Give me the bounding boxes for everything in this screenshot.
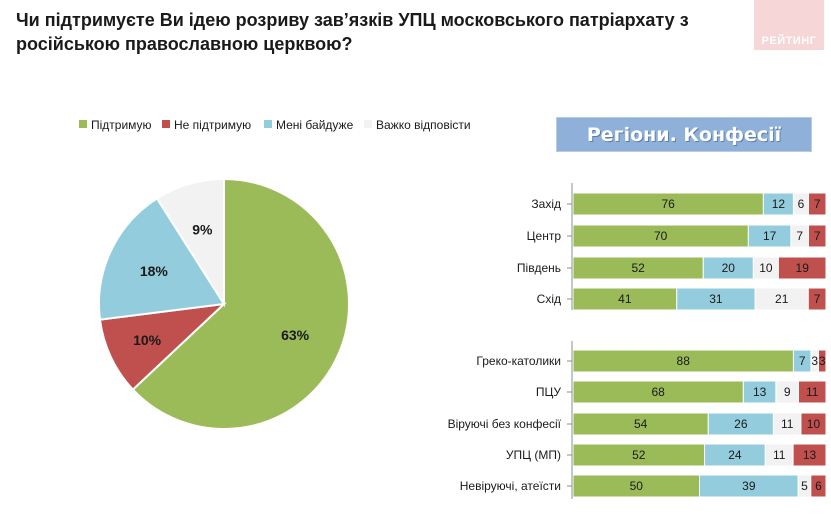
bar-segment <box>777 256 827 280</box>
pie-data-label: 10% <box>133 332 162 348</box>
bar-data-label: 52 <box>631 261 645 275</box>
pie-data-label: 63% <box>281 327 310 343</box>
pie-data-label: 9% <box>192 222 213 238</box>
bar-data-label: 3 <box>811 354 818 368</box>
legend-label: Не підтримую <box>174 118 251 132</box>
bar-data-label: 3 <box>819 354 826 368</box>
bar-category-label: Схід <box>537 292 561 306</box>
bar-category-label: УПЦ (МП) <box>506 448 561 462</box>
bar-data-label: 5 <box>801 479 808 493</box>
bar-category-label: Невіруючі, атеїсти <box>460 479 561 493</box>
bar-data-label: 68 <box>651 385 665 399</box>
bar-category-label: Захід <box>531 197 561 211</box>
bar-category-label: Віруючі без конфесії <box>448 417 562 431</box>
bar-data-label: 9 <box>784 385 791 399</box>
bar-data-label: 10 <box>759 261 773 275</box>
bar-data-label: 19 <box>796 261 810 275</box>
pie-slice <box>131 177 350 430</box>
section-header: Регіони. Конфесії <box>556 117 812 152</box>
bar-data-label: 10 <box>807 417 821 431</box>
brand-logo: РЕЙТИНГ <box>754 0 824 50</box>
legend-swatch <box>79 120 87 128</box>
bar-category-label: Центр <box>527 229 562 243</box>
bar-data-label: 26 <box>734 417 748 431</box>
bar-data-label: 70 <box>654 229 668 243</box>
bar-data-label: 13 <box>753 385 767 399</box>
bar-data-label: 76 <box>662 197 676 211</box>
legend-swatch <box>364 120 372 128</box>
pie-slice <box>98 302 227 391</box>
legend-label: Підтримую <box>91 118 152 132</box>
bar-data-label: 6 <box>815 479 822 493</box>
page-title: Чи підтримуєте Ви ідею розриву зав’язків… <box>16 10 689 54</box>
legend-swatch <box>264 120 272 128</box>
legend-label: Мені байдуже <box>276 118 354 132</box>
bar-segment <box>817 349 827 373</box>
bar-data-label: 11 <box>773 448 786 462</box>
bar-data-label: 20 <box>722 261 736 275</box>
bar-data-label: 6 <box>798 197 805 211</box>
bar-category-label: ПЦУ <box>536 385 562 399</box>
bar-data-label: 88 <box>677 354 691 368</box>
bar-data-label: 54 <box>634 417 648 431</box>
bar-segment <box>807 224 827 248</box>
legend-label: Важко відповісти <box>376 118 471 132</box>
bar-segment <box>807 192 827 216</box>
pie-data-label: 18% <box>140 263 169 279</box>
bar-segment <box>810 474 827 498</box>
bar-data-label: 17 <box>763 229 777 243</box>
bar-data-label: 52 <box>632 448 646 462</box>
pie-slice <box>98 197 226 321</box>
bar-data-label: 7 <box>814 229 821 243</box>
bar-data-label: 24 <box>728 448 742 462</box>
bar-category-label: Греко-католики <box>476 354 561 368</box>
bar-data-label: 7 <box>799 354 806 368</box>
bar-data-label: 50 <box>630 479 644 493</box>
bar-data-label: 39 <box>742 479 756 493</box>
bar-segment <box>807 287 827 311</box>
bar-segment <box>800 412 827 436</box>
bar-data-label: 11 <box>806 385 819 399</box>
bar-data-label: 41 <box>618 292 632 306</box>
bar-data-label: 13 <box>803 448 817 462</box>
bar-category-label: Південь <box>517 261 561 275</box>
bar-data-label: 21 <box>775 292 789 306</box>
bar-data-label: 11 <box>781 417 794 431</box>
bar-data-label: 7 <box>814 197 821 211</box>
bar-data-label: 7 <box>814 292 821 306</box>
bar-data-label: 31 <box>709 292 723 306</box>
legend-swatch <box>162 120 170 128</box>
bar-data-label: 12 <box>772 197 786 211</box>
bar-segment <box>792 443 827 467</box>
bar-data-label: 7 <box>796 229 803 243</box>
bar-segment <box>797 380 827 404</box>
pie-slice <box>155 177 225 308</box>
